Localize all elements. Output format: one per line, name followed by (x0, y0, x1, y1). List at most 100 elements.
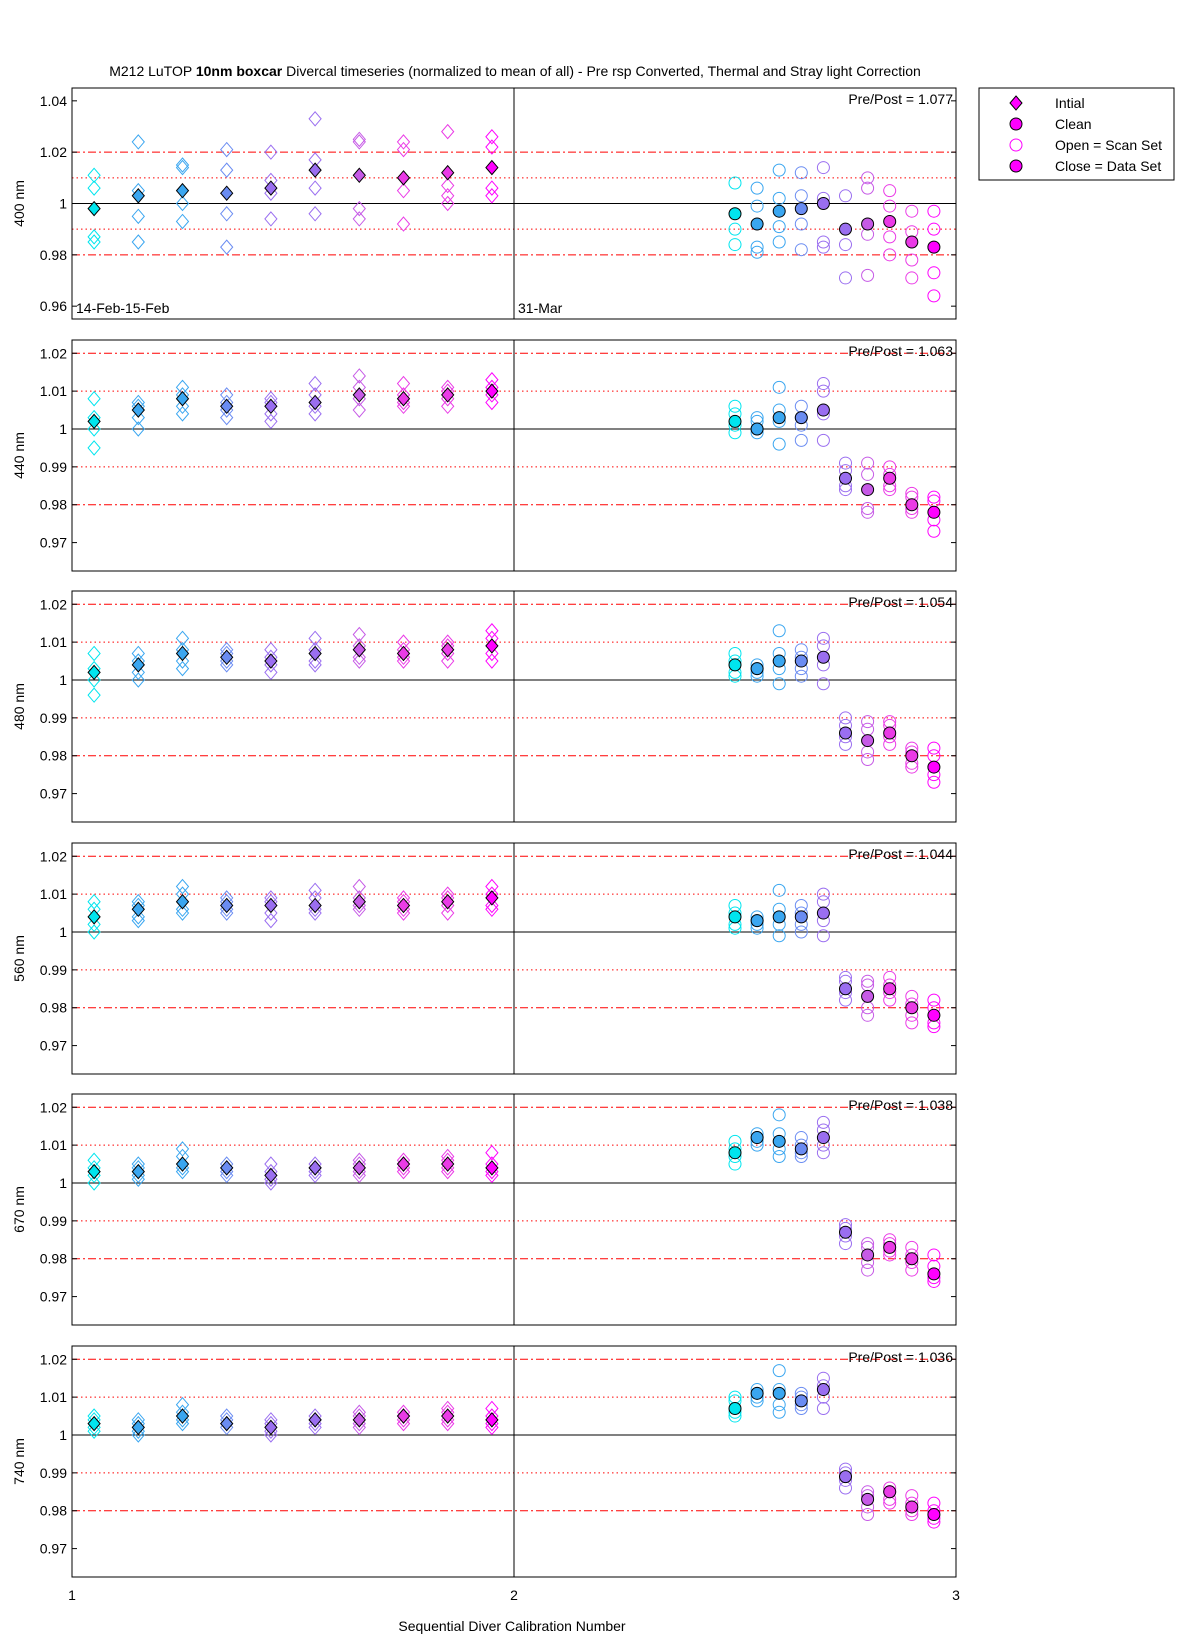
clean-mean-point (750, 662, 764, 676)
initial-scan-point (485, 1144, 499, 1161)
initial-scan-point (308, 630, 322, 647)
initial-mean-point (396, 645, 411, 662)
clean-scan-point (905, 1016, 919, 1030)
initial-mean-point (175, 390, 190, 407)
initial-scan-point (131, 421, 145, 437)
legend-marker-open-circle (1009, 138, 1023, 152)
clean-scan-point (883, 737, 897, 751)
initial-mean-point (175, 182, 190, 199)
initial-mean-point (87, 909, 101, 925)
clean-mean-point (794, 411, 808, 425)
initial-mean-point (87, 664, 101, 681)
ytick-label: 0.98 (40, 1000, 67, 1016)
initial-scan-point (131, 1171, 145, 1187)
clean-mean-point (816, 1131, 830, 1145)
initial-scan-point (220, 141, 234, 158)
initial-scan-point (352, 402, 366, 418)
clean-mean-point (750, 914, 764, 928)
initial-scan-point (441, 398, 455, 415)
ytick-label: 0.97 (40, 786, 67, 802)
clean-mean-point (816, 197, 830, 210)
clean-scan-point (772, 235, 786, 249)
clean-scan-point (750, 181, 764, 195)
panel-2: 0.97 0.98 0.99 1 1.01 1.02 480 nm Pre/Post = 1.… (11, 590, 957, 823)
initial-scan-point (87, 893, 101, 910)
initial-mean-point (485, 383, 499, 399)
clean-mean-point (750, 422, 764, 436)
initial-mean-point (308, 162, 322, 178)
clean-mean-point (794, 654, 808, 668)
clean-scan-point (927, 1496, 941, 1510)
initial-scan-point (396, 182, 411, 199)
initial-scan-point (175, 159, 190, 176)
clean-mean-point (839, 982, 852, 996)
ytick-label: 1.02 (40, 345, 67, 361)
initial-scan-point (485, 128, 499, 145)
clean-mean-point (772, 411, 786, 425)
initial-scan-point (87, 229, 101, 245)
x-axis: 1 2 3 (68, 1587, 960, 1603)
clean-scan-point (883, 993, 897, 1007)
clean-scan-point (861, 1008, 875, 1022)
clean-mean-point (728, 910, 742, 924)
pre-post-ratio: Pre/Post = 1.054 (848, 594, 953, 610)
ytick-label: 0.97 (40, 1289, 67, 1305)
initial-scan-point (485, 1167, 499, 1184)
panel-4: 0.97 0.98 0.99 1 1.01 1.02 670 nm Pre/Post = 1.… (11, 1093, 957, 1326)
pre-post-ratio: Pre/Post = 1.063 (848, 343, 953, 359)
clean-scan-point (861, 456, 875, 470)
initial-mean-point (264, 1419, 278, 1436)
ytick-label: 1.01 (40, 1137, 67, 1153)
title-rest: Divercal timeseries (normalized to mean … (282, 63, 921, 79)
clean-mean-point (794, 910, 808, 924)
initial-scan-point (87, 390, 101, 407)
clean-mean-point (728, 414, 742, 428)
clean-scan-point (816, 433, 830, 447)
initial-scan-point (175, 157, 190, 173)
initial-mean-point (131, 901, 145, 918)
clean-scan-point (772, 1405, 786, 1419)
ytick-label: 1 (59, 672, 67, 688)
clean-mean-point (861, 734, 875, 748)
clean-mean-point (750, 217, 764, 231)
clean-mean-point (728, 1146, 742, 1160)
initial-scan-point (264, 413, 278, 430)
initial-mean-point (87, 1163, 101, 1180)
initial-scan-point (264, 1175, 278, 1191)
clean-scan-point (861, 181, 875, 195)
clean-scan-point (905, 1240, 919, 1254)
initial-mean-point (175, 893, 190, 910)
initial-mean-point (264, 1167, 278, 1184)
clean-mean-point (794, 1394, 808, 1408)
clean-scan-point (927, 775, 941, 789)
initial-mean-point (87, 200, 101, 217)
clean-mean-point (728, 1401, 742, 1415)
clean-scan-point (772, 380, 786, 394)
clean-scan-point (794, 898, 808, 912)
y-axis-label: 670 nm (11, 1186, 27, 1233)
initial-scan-point (308, 375, 322, 392)
clean-scan-point (772, 624, 786, 638)
initial-mean-point (131, 188, 145, 204)
initial-scan-point (485, 394, 499, 411)
legend-label: Open = Scan Set (1055, 137, 1162, 153)
initial-mean-point (441, 641, 455, 658)
initial-scan-point (264, 912, 278, 929)
initial-mean-point (131, 657, 145, 673)
initial-scan-point (441, 177, 455, 194)
initial-scan-point (441, 123, 455, 140)
clean-scan-point (794, 433, 808, 447)
clean-mean-point (750, 1386, 764, 1400)
initial-scan-point (308, 653, 322, 669)
pre-post-ratio: Pre/Post = 1.044 (848, 846, 953, 862)
clean-mean-point (728, 658, 742, 672)
initial-scan-point (87, 1423, 101, 1439)
clean-scan-point (772, 1364, 786, 1378)
clean-mean-point (883, 1485, 897, 1499)
initial-mean-point (308, 897, 322, 914)
initial-mean-point (396, 1156, 411, 1172)
clean-scan-point (794, 189, 808, 203)
initial-mean-point (352, 1412, 366, 1428)
clean-scan-point (794, 217, 808, 231)
initial-scan-point (308, 205, 322, 222)
